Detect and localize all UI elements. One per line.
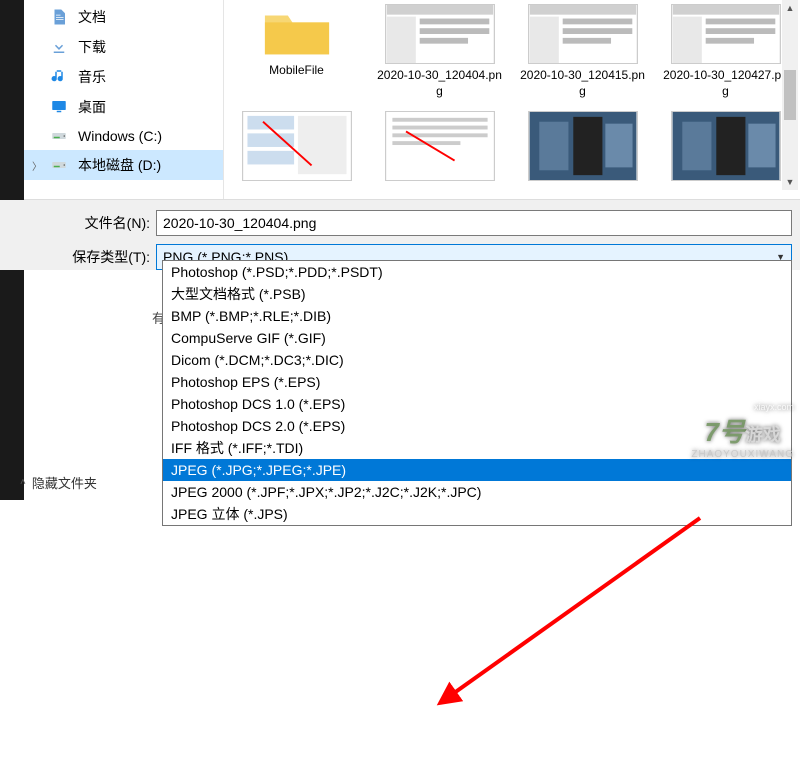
filename-field: 文件名(N): xyxy=(0,210,800,236)
image-thumbnail xyxy=(671,4,781,64)
nav-sidebar: 文档下载音乐桌面 Windows (C:) 〉 本地磁盘 (D:) xyxy=(24,0,224,199)
drive-icon xyxy=(50,127,68,145)
scrollbar-thumb[interactable] xyxy=(784,70,796,120)
sidebar-item-label: 下载 xyxy=(78,37,215,57)
sidebar-item-label: 桌面 xyxy=(78,97,215,117)
filetype-option[interactable]: 大型文档格式 (*.PSB) xyxy=(163,283,791,305)
scroll-up-button[interactable]: ▲ xyxy=(782,0,798,16)
file-item[interactable]: 2020-10-30_120415.png xyxy=(520,4,645,99)
file-item[interactable]: 2020-10-30_12 xyxy=(234,111,359,199)
image-thumbnail xyxy=(528,4,638,64)
filetype-label: 保存类型(T): xyxy=(10,247,156,267)
filetype-option[interactable]: Dicom (*.DCM;*.DC3;*.DIC) xyxy=(163,349,791,371)
sidebar-item-download[interactable]: 下载 xyxy=(24,32,223,62)
filetype-option[interactable]: JPEG 立体 (*.JPS) xyxy=(163,503,791,525)
image-thumbnail xyxy=(528,111,638,181)
filetype-option[interactable]: Photoshop (*.PSD;*.PDD;*.PSDT) xyxy=(163,261,791,283)
filename-label: 文件名(N): xyxy=(10,213,156,233)
nav-tree: 文档下载音乐桌面 Windows (C:) 〉 本地磁盘 (D:) xyxy=(24,0,223,182)
chevron-right-icon: 〉 xyxy=(32,158,44,173)
sidebar-item-label: 音乐 xyxy=(78,67,215,87)
sidebar-item-drive[interactable]: 〉 本地磁盘 (D:) xyxy=(24,150,223,180)
file-panel: MobileFile 2020-10-30_120404.png 2020-10-3… xyxy=(224,0,800,199)
file-row: MobileFile 2020-10-30_120404.png 2020-10-3… xyxy=(234,4,800,99)
download-icon xyxy=(50,38,68,56)
sidebar-item-desktop[interactable]: 桌面 xyxy=(24,92,223,122)
image-thumbnail xyxy=(385,4,495,64)
dialog-main: 文档下载音乐桌面 Windows (C:) 〉 本地磁盘 (D:) MobileFil… xyxy=(0,0,800,200)
file-name: MobileFile xyxy=(269,63,324,79)
file-row: 2020-10-30_122020-10-30_122020-10-30_132… xyxy=(234,111,800,199)
file-name: 2020-10-30_120404.png xyxy=(377,68,502,99)
sidebar-item-music[interactable]: 音乐 xyxy=(24,62,223,92)
filetype-dropdown[interactable]: Photoshop (*.PSD;*.PDD;*.PSDT)大型文档格式 (*.… xyxy=(162,260,792,526)
sidebar-item-label: Windows (C:) xyxy=(78,128,215,144)
file-item[interactable]: 2020-10-30_120427.png xyxy=(663,4,788,99)
sidebar-item-label: 本地磁盘 (D:) xyxy=(78,155,215,175)
sidebar-item-doc[interactable]: 文档 xyxy=(24,2,223,32)
filetype-option[interactable]: BMP (*.BMP;*.RLE;*.DIB) xyxy=(163,305,791,327)
file-name: 2020-10-30_120427.png xyxy=(663,68,788,99)
filetype-option[interactable]: Photoshop EPS (*.EPS) xyxy=(163,371,791,393)
file-item[interactable]: 2020-10-30_13 xyxy=(663,111,788,199)
hide-folders-label: 隐藏文件夹 xyxy=(32,473,97,492)
scroll-down-button[interactable]: ▼ xyxy=(782,174,798,190)
drive-icon xyxy=(50,156,68,174)
filetype-option[interactable]: JPEG (*.JPG;*.JPEG;*.JPE) xyxy=(163,459,791,481)
folder-icon xyxy=(242,4,352,59)
image-thumbnail xyxy=(385,111,495,181)
vertical-scrollbar[interactable]: ▲ ▼ xyxy=(782,0,798,190)
image-thumbnail xyxy=(671,111,781,181)
desktop-icon xyxy=(50,98,68,116)
file-item[interactable]: 2020-10-30_12 xyxy=(377,111,502,199)
filetype-option[interactable]: CompuServe GIF (*.GIF) xyxy=(163,327,791,349)
file-item[interactable]: MobileFile xyxy=(234,4,359,99)
image-thumbnail xyxy=(242,111,352,181)
file-item[interactable]: 2020-10-30_120404.png xyxy=(377,4,502,99)
music-icon xyxy=(50,68,68,86)
filename-input[interactable] xyxy=(156,210,792,236)
sidebar-item-label: 文档 xyxy=(78,7,215,27)
chevron-up-icon: ˄ xyxy=(20,477,26,488)
hide-folders-toggle[interactable]: ˄ 隐藏文件夹 xyxy=(20,473,97,492)
file-name: 2020-10-30_120415.png xyxy=(520,68,645,99)
watermark: xiayx.com 7号游戏 ZHAOYOUXIWANG xyxy=(691,402,794,460)
doc-icon xyxy=(50,8,68,26)
sidebar-item-drive[interactable]: Windows (C:) xyxy=(24,122,223,150)
file-item[interactable]: 2020-10-30_13 xyxy=(520,111,645,199)
